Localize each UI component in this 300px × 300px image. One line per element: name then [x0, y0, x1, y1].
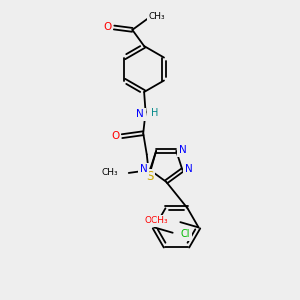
Text: N: N [185, 164, 193, 174]
Text: O: O [111, 131, 120, 141]
Text: OCH₃: OCH₃ [144, 217, 168, 226]
Text: N: N [140, 164, 147, 174]
Text: N: N [179, 145, 187, 155]
Text: CH₃: CH₃ [102, 168, 118, 177]
Text: S: S [146, 170, 153, 183]
Text: N: N [136, 110, 144, 119]
Text: CH₃: CH₃ [149, 12, 165, 21]
Text: Cl: Cl [181, 229, 190, 239]
Text: H: H [151, 108, 159, 118]
Text: O: O [103, 22, 112, 32]
